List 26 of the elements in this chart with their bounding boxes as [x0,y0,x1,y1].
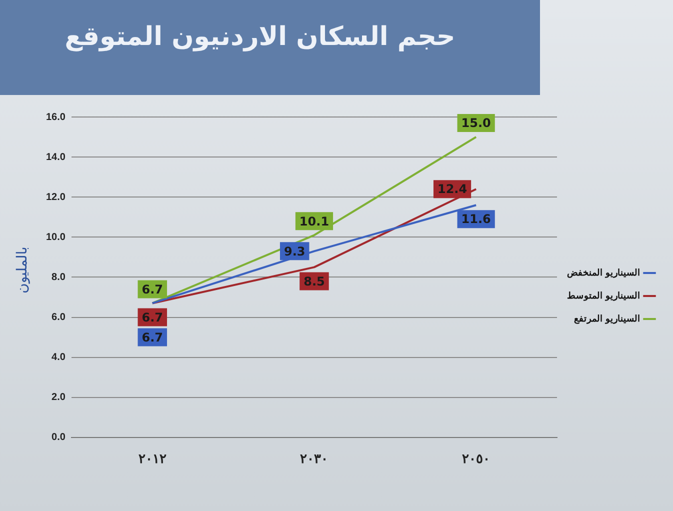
x-tick-label: ٢٠٣٠ [300,450,328,466]
data-label: 6.7 [142,310,164,324]
data-label: 9.3 [284,244,306,258]
y-tick-label: 12.0 [46,192,66,203]
data-label: 8.5 [304,274,325,288]
y-tick-label: 14.0 [46,152,66,163]
data-label: 6.7 [142,282,164,296]
y-tick-label: 10.0 [46,232,66,243]
y-tick-label: 8.0 [52,272,66,283]
data-label: 15.0 [461,116,491,130]
data-label: 10.1 [299,214,330,228]
y-tick-label: 16.0 [46,112,66,123]
chart-title: حجم السكان الاردنيون المتوقع [64,22,456,52]
legend-label: السيناريو المتوسط [566,290,640,302]
x-tick-label: ٢٠٥٠ [462,450,490,466]
y-tick-label: 0.0 [52,432,66,444]
x-tick-label: ٢٠١٢ [138,450,166,466]
y-tick-label: 4.0 [52,352,66,364]
y-axis-title: بالمليون [14,246,30,294]
legend-label: السيناريو المنخفض [566,267,640,278]
y-tick-label: 2.0 [52,392,66,404]
data-label: 11.6 [461,212,491,226]
legend-label: السيناريو المرتفع [574,313,640,324]
y-tick-label: 6.0 [52,312,66,323]
data-label: 6.7 [142,330,164,344]
data-label: 12.4 [437,182,468,196]
